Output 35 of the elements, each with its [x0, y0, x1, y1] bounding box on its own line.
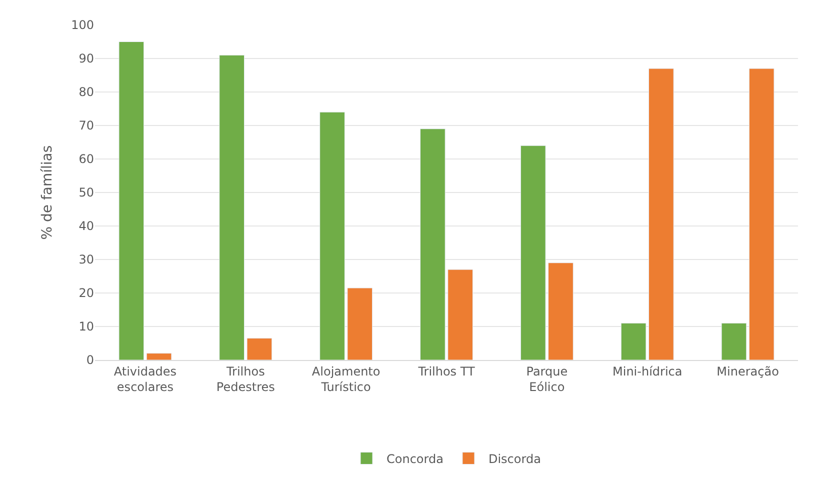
x-tick-label: Parque Eólico: [526, 364, 568, 394]
bar: [219, 54, 245, 360]
y-tick-label: 90: [78, 52, 94, 66]
y-axis-title: % de famílias: [40, 145, 56, 240]
bar: [721, 322, 747, 360]
y-tick-label: 0: [86, 353, 94, 368]
x-tick-label: Mini-hídrica: [612, 364, 682, 378]
x-tick-label: Trilhos Pedestres: [216, 364, 275, 394]
y-tick-label: 30: [78, 252, 94, 267]
x-tick-label: Atividades escolares: [114, 364, 177, 394]
legend-label: Concorda: [386, 452, 444, 466]
bar: [146, 353, 172, 360]
y-tick-label: 40: [78, 219, 94, 234]
bar: [748, 68, 774, 360]
bar: [648, 68, 674, 360]
x-tick-label: Alojamento Turístico: [312, 364, 380, 394]
bar: [347, 288, 373, 360]
bar: [246, 338, 272, 360]
y-tick-label: 100: [71, 18, 94, 32]
y-tick-label: 50: [78, 186, 94, 200]
y-tick-label: 80: [78, 85, 94, 100]
x-tick-label: Trilhos TT: [417, 364, 476, 378]
bar: [320, 112, 345, 360]
bar: [420, 128, 446, 360]
y-tick-label: 20: [78, 286, 94, 300]
x-tick-label: Mineração: [716, 364, 779, 378]
bar: [620, 322, 646, 360]
bar: [548, 262, 574, 360]
y-tick-label: 60: [78, 152, 94, 166]
bar: [520, 145, 546, 360]
legend-label: Discorda: [488, 452, 541, 466]
y-tick-label: 70: [78, 118, 94, 133]
y-tick-label: 10: [78, 320, 94, 334]
bar: [118, 42, 144, 360]
bar: [448, 269, 473, 360]
